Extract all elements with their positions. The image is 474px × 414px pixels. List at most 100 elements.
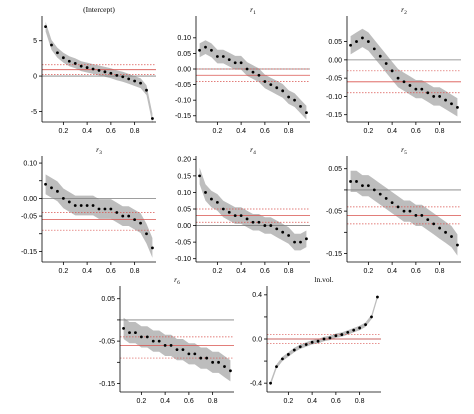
data-point <box>145 88 148 92</box>
panel-title: r1 <box>250 5 256 16</box>
y-tick-label: 0.10 <box>177 190 191 197</box>
y-tick-label: 0.05 <box>177 51 191 58</box>
data-point <box>257 73 261 77</box>
x-tick-label: 0.6 <box>331 398 341 405</box>
data-point <box>139 221 142 225</box>
data-point <box>91 67 95 71</box>
y-tick-label: 0.0 <box>252 336 262 343</box>
data-point <box>128 331 131 335</box>
x-tick-label: 0.6 <box>184 398 194 405</box>
data-point <box>402 209 406 213</box>
x-tick-label: 0.4 <box>82 128 92 135</box>
data-point <box>349 43 352 47</box>
y-tick-label: -0.4 <box>250 381 262 388</box>
data-point <box>269 224 273 227</box>
y-tick-label: -0.15 <box>326 112 342 119</box>
data-point <box>227 210 231 214</box>
data-point <box>115 211 119 214</box>
data-point <box>198 174 201 178</box>
data-point <box>420 87 424 91</box>
y-tick-label: 0.10 <box>177 35 191 42</box>
data-point <box>97 69 101 72</box>
panel-title-text: r <box>96 145 99 154</box>
data-point <box>79 64 83 68</box>
panel-title-text: r <box>174 275 177 284</box>
data-point <box>346 330 350 334</box>
panel-title: (Intercept) <box>83 5 115 14</box>
y-tick-label: -0.05 <box>99 339 115 346</box>
data-point <box>210 48 213 52</box>
data-point <box>251 220 255 224</box>
data-point <box>281 89 285 93</box>
data-point <box>281 230 285 234</box>
panel-title-subscript: 6 <box>177 280 180 286</box>
x-tick-label: 0.6 <box>411 268 421 275</box>
data-point <box>139 335 143 339</box>
data-point <box>85 204 89 207</box>
confidence-band <box>199 167 307 251</box>
panel-title-subscript: 1 <box>253 10 256 16</box>
data-point <box>293 240 296 244</box>
data-point <box>420 213 424 217</box>
data-point <box>376 295 379 299</box>
data-point <box>304 343 308 346</box>
x-tick-label: 0.2 <box>284 398 294 405</box>
y-tick-label: 0.10 <box>23 160 37 167</box>
data-point <box>103 70 107 74</box>
data-point <box>263 80 267 83</box>
data-point <box>390 69 394 73</box>
x-tick-label: 0.4 <box>236 128 246 135</box>
x-tick-label: 0.2 <box>213 128 223 135</box>
data-point <box>233 214 237 218</box>
y-tick-label: 0 <box>33 73 37 80</box>
data-point <box>61 197 65 200</box>
data-point <box>257 220 261 224</box>
data-point <box>211 360 215 364</box>
data-point <box>287 95 291 99</box>
y-tick-label: -0.15 <box>21 249 37 256</box>
y-tick-label: 0.20 <box>177 157 191 164</box>
data-point <box>67 200 71 204</box>
y-tick-label: 0.00 <box>177 223 191 230</box>
data-point <box>378 54 382 58</box>
data-point <box>316 339 320 343</box>
panel-title: r4 <box>250 145 256 156</box>
data-point <box>187 352 191 356</box>
data-point <box>402 80 406 84</box>
data-point <box>370 315 373 319</box>
data-point <box>287 234 291 237</box>
data-point <box>372 47 376 51</box>
data-point <box>221 55 225 58</box>
confidence-band <box>45 174 153 258</box>
panel-title-subscript: 2 <box>404 10 407 16</box>
data-point <box>204 191 207 194</box>
data-point <box>97 207 101 211</box>
x-tick-label: 0.2 <box>213 268 223 275</box>
data-point <box>456 243 459 247</box>
y-tick-label: -0.05 <box>175 82 191 89</box>
data-point <box>378 192 382 196</box>
data-point <box>355 180 358 183</box>
data-point <box>372 188 376 192</box>
data-point <box>245 217 249 221</box>
data-point <box>281 357 284 361</box>
panel-1: 0.2 0.4 0.6 0.8 5 0 -5 (Intercept) <box>31 5 156 135</box>
data-point <box>145 335 149 339</box>
y-tick-label: 0.05 <box>328 39 342 46</box>
y-tick-label: -0.05 <box>326 76 342 83</box>
data-point <box>61 56 65 60</box>
data-point <box>151 117 154 120</box>
data-point <box>408 84 412 87</box>
x-tick-label: 0.2 <box>59 268 69 275</box>
y-tick-label: -0.05 <box>21 213 37 220</box>
data-point <box>109 71 113 75</box>
data-point <box>444 230 447 234</box>
data-point <box>366 184 370 188</box>
data-point <box>438 95 442 98</box>
data-point <box>127 214 131 218</box>
data-point <box>396 205 400 209</box>
data-point <box>56 189 59 193</box>
data-point <box>127 77 131 81</box>
data-point <box>121 75 125 79</box>
data-point <box>450 102 453 106</box>
